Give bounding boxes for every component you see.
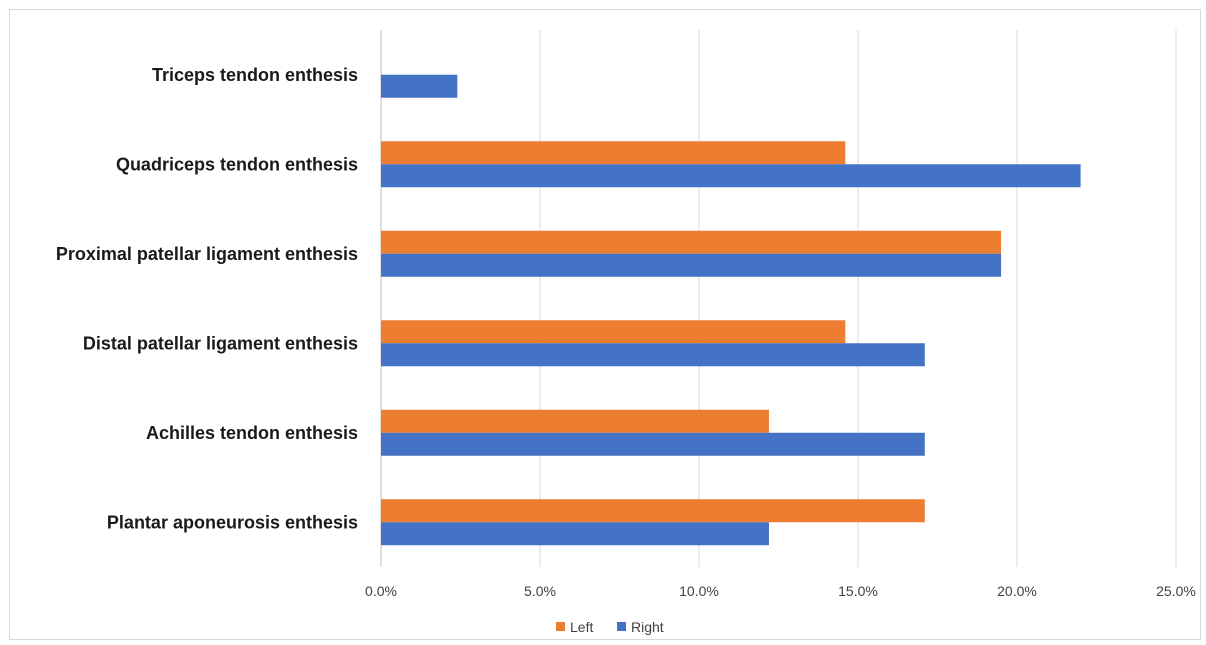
bar-left — [381, 499, 925, 523]
category-labels: Triceps tendon enthesis Quadriceps tendon… — [56, 65, 358, 533]
bar-right — [381, 74, 458, 98]
category-label: Distal patellar ligament enthesis — [83, 333, 358, 353]
category-label: Quadriceps tendon enthesis — [116, 154, 358, 174]
bar-right — [381, 164, 1081, 188]
category-label: Triceps tendon enthesis — [152, 65, 358, 85]
x-tick-label: 25.0% — [1156, 583, 1196, 599]
x-tick-label: 5.0% — [524, 583, 556, 599]
category-label: Plantar aponeurosis enthesis — [107, 512, 358, 532]
bar-right — [381, 432, 925, 456]
x-tick-labels: 0.0% 5.0% 10.0% 15.0% 20.0% 25.0% — [365, 583, 1196, 599]
legend-label-left: Left — [570, 619, 593, 635]
category-label: Achilles tendon enthesis — [146, 423, 358, 443]
category-label: Proximal patellar ligament enthesis — [56, 244, 358, 264]
legend-label-right: Right — [631, 619, 664, 635]
x-tick-label: 0.0% — [365, 583, 397, 599]
bar-left — [381, 141, 846, 165]
bars — [381, 74, 1081, 546]
legend-swatch-left — [556, 622, 565, 631]
bar-right — [381, 253, 1002, 277]
bar-left — [381, 409, 769, 433]
bar-right — [381, 343, 925, 367]
bar-left — [381, 230, 1002, 254]
gridlines — [380, 30, 1177, 567]
bar-right — [381, 522, 769, 546]
legend-swatch-right — [617, 622, 626, 631]
legend: Left Right — [556, 619, 664, 635]
x-tick-label: 20.0% — [997, 583, 1037, 599]
x-tick-label: 10.0% — [679, 583, 719, 599]
bar-left — [381, 320, 846, 344]
x-tick-label: 15.0% — [838, 583, 878, 599]
